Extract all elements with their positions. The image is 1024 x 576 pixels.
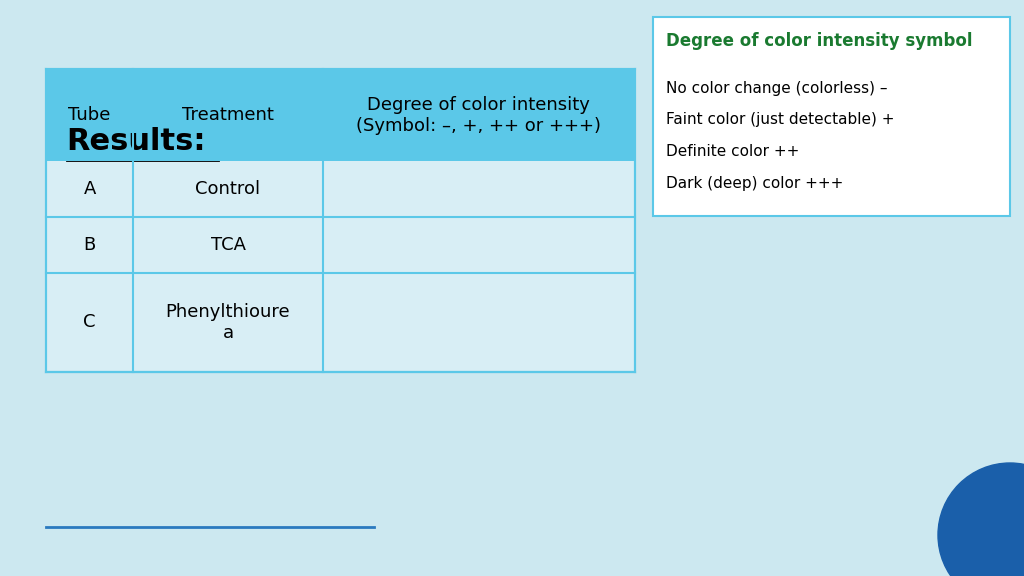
Text: Dark (deep) color +++: Dark (deep) color +++	[666, 176, 843, 191]
FancyBboxPatch shape	[653, 17, 1010, 216]
FancyBboxPatch shape	[46, 69, 635, 372]
Text: Control: Control	[196, 180, 260, 198]
Text: Phenylthioure
a: Phenylthioure a	[166, 303, 291, 342]
Text: TCA: TCA	[211, 236, 246, 254]
Text: Treatment: Treatment	[182, 106, 274, 124]
Text: Degree of color intensity
(Symbol: –, +, ++ or +++): Degree of color intensity (Symbol: –, +,…	[356, 96, 601, 135]
Text: No color change (colorless) –: No color change (colorless) –	[666, 81, 887, 96]
Text: Tube: Tube	[69, 106, 111, 124]
Text: B: B	[84, 236, 96, 254]
Text: Results:: Results:	[67, 127, 206, 156]
Text: Definite color ++: Definite color ++	[666, 144, 799, 159]
Text: C: C	[83, 313, 96, 331]
Text: Faint color (just detectable) +: Faint color (just detectable) +	[666, 112, 894, 127]
FancyBboxPatch shape	[46, 69, 635, 161]
Ellipse shape	[938, 463, 1024, 576]
Text: A: A	[84, 180, 96, 198]
Text: Degree of color intensity symbol: Degree of color intensity symbol	[666, 32, 972, 50]
